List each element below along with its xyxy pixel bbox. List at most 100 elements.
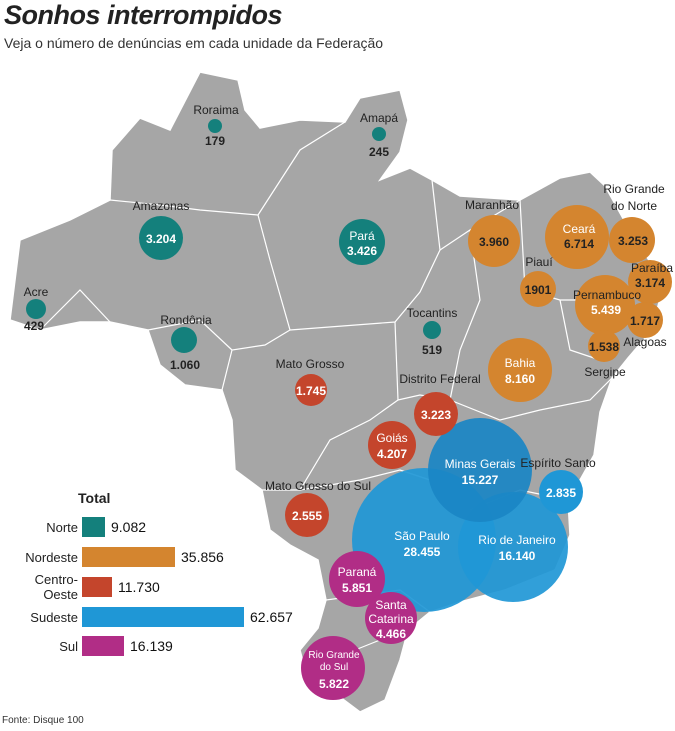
label-tocantins-value: 519 — [422, 343, 442, 357]
bubble-minas-gerais[interactable] — [428, 418, 532, 522]
label-sc-name-2: Catarina — [368, 612, 414, 626]
bubble-para[interactable] — [339, 219, 385, 265]
label-parana-value: 5.851 — [342, 581, 372, 595]
legend-row-norte: Norte 9.082 — [0, 516, 146, 538]
label-espirito-santo-value: 2.835 — [546, 486, 576, 500]
label-roraima-name: Roraima — [193, 103, 239, 117]
bubble-roraima[interactable] — [208, 119, 222, 133]
label-pernambuco-value: 5.439 — [591, 303, 621, 317]
label-distrito-federal-name: Distrito Federal — [399, 372, 480, 386]
bubble-espirito-santo[interactable] — [539, 470, 583, 514]
page-subtitle: Veja o número de denúncias em cada unida… — [4, 35, 384, 51]
label-piaui-name: Piauí — [525, 255, 553, 269]
bubble-rio-grande-do-norte[interactable] — [609, 217, 655, 263]
label-santa-catarina-value: 4.466 — [376, 627, 406, 641]
label-amapa-value: 245 — [369, 145, 389, 159]
label-parana-name: Paraná — [338, 565, 377, 579]
bubble-bahia[interactable] — [488, 338, 552, 402]
bubble-maranhao[interactable] — [468, 215, 520, 267]
page-title: Sonhos interrompidos — [4, 0, 283, 30]
label-paraiba-name: Paraíba — [631, 261, 673, 275]
bubble-goias[interactable] — [368, 421, 416, 469]
legend-value: 11.730 — [118, 579, 160, 595]
label-sergipe-value: 1.538 — [589, 340, 619, 354]
bubble-mato-grosso[interactable] — [295, 374, 327, 406]
label-acre-name: Acre — [24, 285, 49, 299]
bubble-sergipe[interactable] — [588, 330, 620, 362]
label-para-value: 3.426 — [347, 244, 377, 258]
legend-name: Sul — [59, 638, 78, 654]
label-sao-paulo-name: São Paulo — [394, 529, 450, 543]
bubble-alagoas[interactable] — [627, 302, 663, 338]
label-minas-gerais-name: Minas Gerais — [445, 457, 516, 471]
labels: Roraima 179 Amapá 245 Amazonas 3.204 Par… — [24, 103, 674, 691]
label-piaui-value: 1901 — [525, 283, 552, 297]
legend-value: 16.139 — [130, 638, 173, 654]
label-amazonas-name: Amazonas — [133, 199, 190, 213]
label-pernambuco-name: Pernambuco — [573, 288, 641, 302]
bubble-parana[interactable] — [329, 551, 385, 607]
label-ceara-value: 6.714 — [564, 237, 594, 251]
label-minas-gerais-value: 15.227 — [462, 473, 499, 487]
label-alagoas-value: 1.717 — [630, 314, 660, 328]
legend-title: Total — [78, 490, 111, 506]
bubble-paraiba[interactable] — [628, 260, 672, 304]
bubble-acre[interactable] — [26, 299, 46, 319]
label-rgn-name-2: do Norte — [611, 199, 657, 213]
label-roraima-value: 179 — [205, 134, 225, 148]
label-espirito-santo-name: Espírito Santo — [520, 456, 596, 470]
bubble-ceara[interactable] — [545, 205, 609, 269]
bubble-pernambuco[interactable] — [575, 275, 635, 335]
bubble-amapa[interactable] — [372, 127, 386, 141]
label-rgn-name-1: Rio Grande — [603, 182, 665, 196]
bubble-santa-catarina[interactable] — [365, 592, 417, 644]
legend-bar — [82, 607, 244, 627]
bubble-amazonas[interactable] — [139, 216, 183, 260]
label-sc-name-1: Santa — [375, 598, 407, 612]
label-mato-grosso-name: Mato Grosso — [276, 357, 345, 371]
label-mato-grosso-value: 1.745 — [296, 384, 326, 398]
label-amazonas-value: 3.204 — [146, 232, 176, 246]
legend-name: Norte — [46, 519, 78, 535]
label-rondonia-name: Rondônia — [160, 313, 212, 327]
legend-value: 62.657 — [250, 609, 293, 625]
label-rgs-name-1: Rio Grande — [308, 650, 360, 661]
legend-row-sudeste: Sudeste 62.657 — [0, 606, 293, 628]
legend-row-sul: Sul 16.139 — [0, 635, 173, 657]
bubble-rio-grande-do-sul[interactable] — [301, 636, 365, 700]
source-note: Fonte: Disque 100 — [2, 715, 84, 726]
bubble-rondonia[interactable] — [171, 327, 197, 353]
label-sao-paulo-value: 28.455 — [404, 545, 441, 559]
label-rondonia-value: 1.060 — [170, 358, 200, 372]
bubble-distrito-federal[interactable] — [414, 392, 458, 436]
label-mato-grosso-do-sul-name: Mato Grosso do Sul — [265, 479, 371, 493]
legend-bar — [82, 517, 105, 537]
legend-name: Centro-Oeste — [34, 572, 78, 602]
label-sergipe-name: Sergipe — [584, 365, 626, 379]
label-para-name: Pará — [349, 229, 375, 243]
label-alagoas-name: Alagoas — [623, 335, 666, 349]
label-goias-value: 4.207 — [377, 447, 407, 461]
legend-bar — [82, 577, 112, 597]
label-goias-name: Goiás — [376, 431, 407, 445]
label-paraiba-value: 3.174 — [635, 276, 665, 290]
bubble-tocantins[interactable] — [423, 321, 441, 339]
label-bahia-name: Bahia — [505, 356, 536, 370]
legend-bar — [82, 636, 124, 656]
bubble-mato-grosso-do-sul[interactable] — [285, 493, 329, 537]
label-tocantins-name: Tocantins — [407, 306, 458, 320]
legend-value: 35.856 — [181, 549, 224, 565]
label-rio-de-janeiro-value: 16.140 — [499, 549, 536, 563]
label-acre-value: 429 — [24, 319, 44, 333]
label-bahia-value: 8.160 — [505, 372, 535, 386]
legend-value: 9.082 — [111, 519, 147, 535]
label-rio-grande-do-norte-value: 3.253 — [618, 234, 648, 248]
label-mato-grosso-do-sul-value: 2.555 — [292, 509, 322, 523]
bubble-piaui[interactable] — [520, 271, 556, 307]
label-rgs-name-2: do Sul — [320, 662, 348, 673]
bubbles — [26, 119, 672, 700]
label-distrito-federal-value: 3.223 — [421, 408, 451, 422]
legend-bar — [82, 547, 175, 567]
legend-row-nordeste: Nordeste 35.856 — [0, 546, 224, 568]
label-maranhao-name: Maranhão — [465, 198, 519, 212]
